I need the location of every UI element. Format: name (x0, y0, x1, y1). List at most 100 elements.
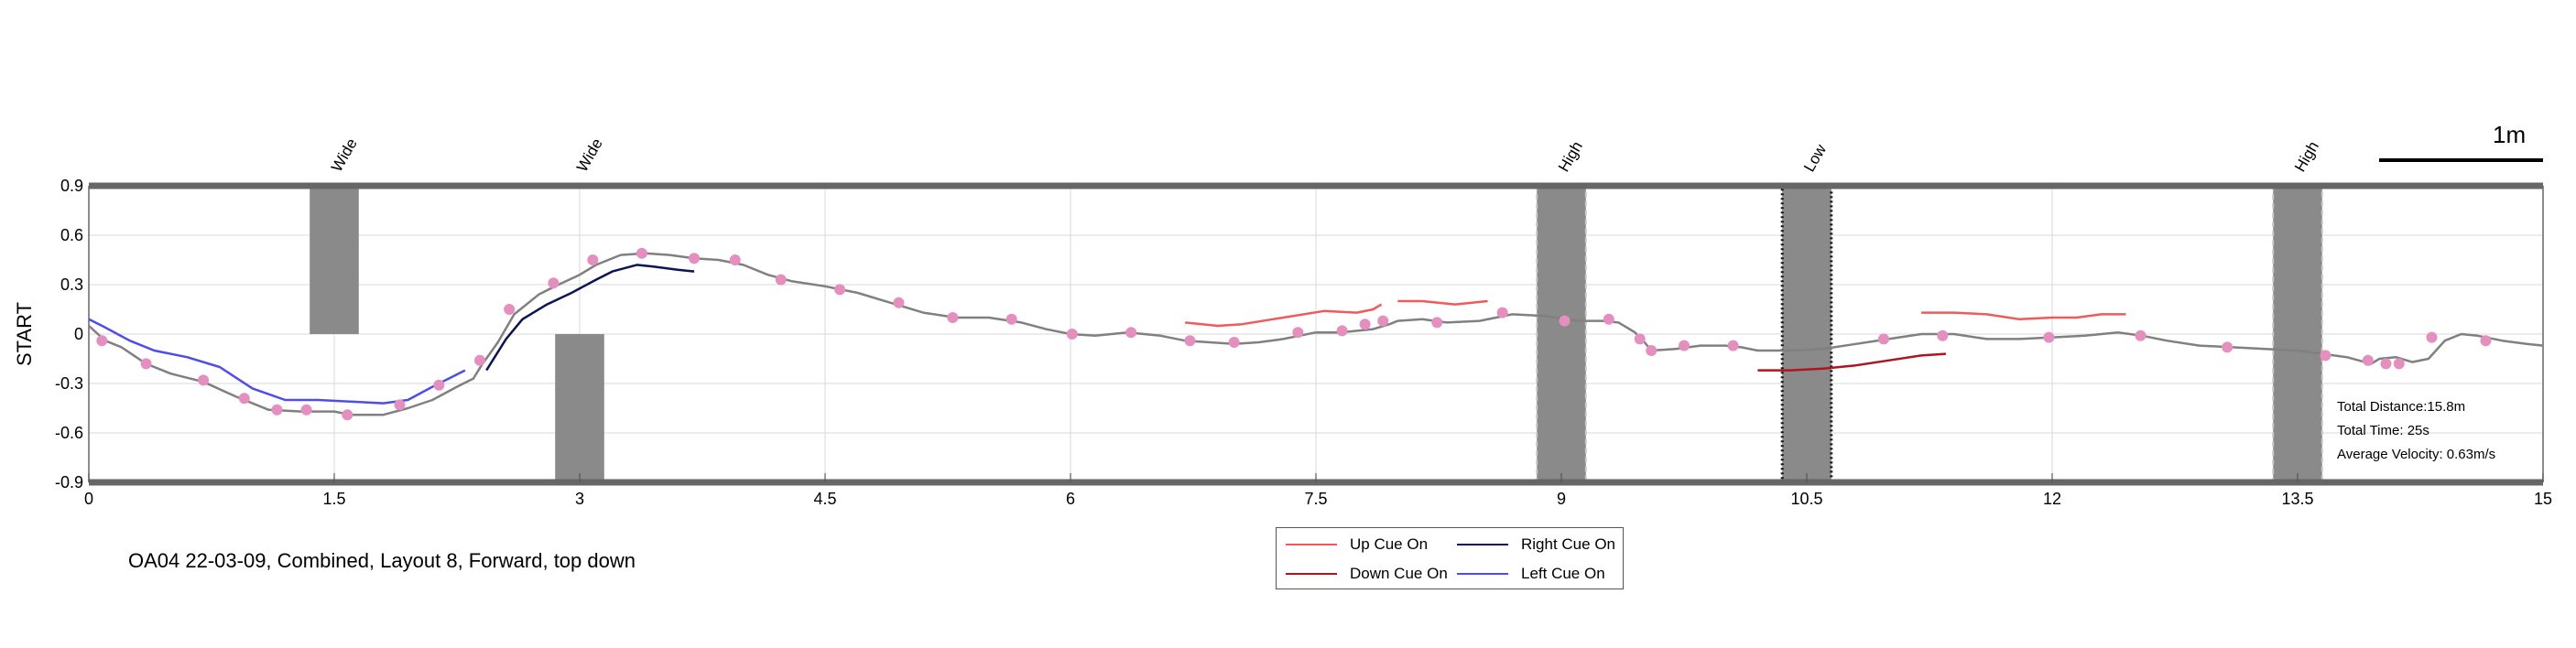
legend: Up Cue On Right Cue On Down Cue On Left … (1276, 527, 1624, 589)
path-marker (1125, 327, 1137, 339)
y-tick-label: 0.9 (60, 177, 83, 195)
path-marker (1559, 315, 1571, 327)
y-tick-label: -0.9 (55, 473, 83, 491)
path-marker (1336, 325, 1348, 337)
path-marker (1066, 329, 1078, 340)
obstacle-label: High (2291, 138, 2322, 175)
path-marker (1005, 313, 1017, 325)
x-tick-label: 6 (1066, 490, 1075, 508)
x-tick-label: 1.5 (322, 490, 345, 508)
path-marker (198, 374, 210, 386)
path-marker (587, 254, 599, 265)
total-time: Total Time: 25s (2337, 423, 2429, 438)
legend-swatch-up-cue (1286, 544, 1337, 545)
legend-label-left-cue: Left Cue On (1521, 565, 1605, 582)
path-marker (2043, 331, 2055, 343)
figure-caption: OA04 22-03-09, Combined, Layout 8, Forwa… (128, 549, 636, 572)
path-marker (548, 277, 560, 289)
legend-label-up-cue: Up Cue On (1350, 535, 1429, 553)
legend-item-up-cue: Up Cue On (1286, 531, 1428, 558)
path-marker (2393, 358, 2405, 370)
path-marker (238, 393, 250, 405)
legend-label-right-cue: Right Cue On (1521, 535, 1615, 553)
path-marker (2320, 350, 2331, 362)
path-marker (636, 247, 647, 259)
x-tick-label: 0 (84, 490, 93, 508)
legend-item-left-cue: Left Cue On (1457, 560, 1605, 588)
x-tick-label: 7.5 (1304, 490, 1327, 508)
scale-bar-label: 1m (2493, 121, 2527, 148)
path-marker (1431, 317, 1443, 329)
path-marker (893, 297, 905, 308)
x-tick-label: 12 (2043, 490, 2061, 508)
average-velocity: Average Velocity: 0.63m/s (2337, 447, 2496, 462)
path-marker (300, 404, 312, 416)
path-marker (2380, 358, 2392, 370)
path-marker (1634, 333, 1646, 345)
legend-swatch-left-cue (1457, 573, 1508, 575)
path-marker (1937, 329, 1949, 341)
path-marker (1359, 319, 1371, 330)
x-tick-label: 13.5 (2281, 490, 2313, 508)
legend-swatch-down-cue (1286, 573, 1337, 575)
path-marker (1679, 340, 1690, 351)
x-tick-label: 10.5 (1790, 490, 1822, 508)
series-up-cue-on (1184, 303, 1383, 328)
path-marker (1646, 345, 1658, 356)
y-tick-label: 0.6 (60, 226, 83, 244)
path-marker (1184, 335, 1196, 347)
legend-swatch-right-cue (1457, 544, 1508, 545)
y-tick-label: -0.3 (55, 374, 83, 393)
path-marker (689, 253, 701, 265)
path-marker (342, 409, 353, 421)
path-marker (1496, 307, 1508, 319)
obstacle (1536, 185, 1587, 483)
series-down-cue-on (1757, 352, 1946, 372)
series-left-cue-on (88, 318, 466, 405)
path-marker (1377, 315, 1389, 327)
legend-item-down-cue: Down Cue On (1286, 560, 1448, 588)
y-tick-label: -0.6 (55, 424, 83, 442)
path-marker (1603, 313, 1614, 325)
y-axis-label: START (13, 302, 36, 366)
legend-label-down-cue: Down Cue On (1350, 565, 1448, 582)
x-tick-label: 3 (575, 490, 584, 508)
path-marker (271, 404, 283, 416)
path-marker (504, 304, 516, 315)
path-marker (2135, 329, 2147, 341)
x-tick-label: 4.5 (813, 490, 836, 508)
path-marker (2222, 341, 2234, 353)
path-marker (96, 335, 108, 347)
path-marker (1727, 340, 1739, 351)
x-tick-label: 9 (1557, 490, 1566, 508)
series-up-cue-on (1921, 311, 2126, 321)
path-marker (474, 354, 486, 366)
obstacle (2272, 185, 2323, 483)
total-distance: Total Distance:15.8m (2337, 399, 2466, 415)
path-marker (834, 284, 846, 296)
path-marker (1877, 333, 1889, 345)
obstacle-label: Wide (328, 135, 361, 175)
path-marker (1292, 327, 1304, 339)
series-right-cue-on (485, 264, 695, 372)
path-marker (394, 399, 406, 411)
path-marker (2480, 335, 2492, 347)
series-up-cue-on (1397, 299, 1488, 306)
path-marker (1228, 337, 1240, 348)
obstacle-label: High (1555, 138, 1586, 175)
y-tick-label: 0 (74, 325, 83, 343)
path-marker (2362, 354, 2374, 366)
stats-panel: Total Distance:15.8m Total Time: 25s Ave… (2337, 395, 2495, 467)
path-marker (140, 358, 152, 370)
obstacle (310, 186, 359, 334)
obstacle-label: Low (1800, 141, 1830, 175)
path-marker (947, 312, 959, 323)
obstacle-label: Wide (573, 135, 606, 175)
path-marker (729, 254, 741, 265)
obstacle (1780, 184, 1833, 484)
obstacle (555, 334, 604, 482)
legend-item-right-cue: Right Cue On (1457, 531, 1615, 558)
path-marker (433, 379, 445, 391)
